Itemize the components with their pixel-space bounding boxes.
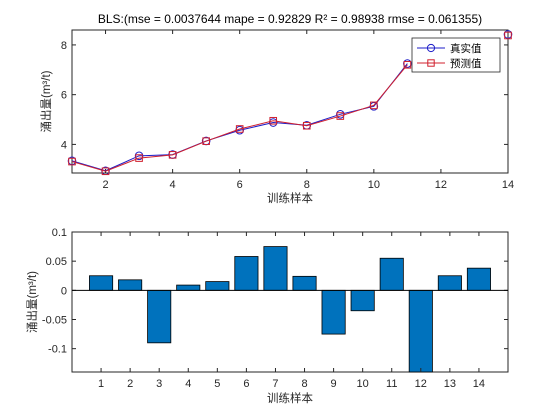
data-point	[134, 151, 144, 161]
data-point	[235, 125, 244, 133]
y-tick-label: 4	[61, 139, 67, 151]
data-point	[370, 101, 378, 110]
bar	[292, 275, 317, 291]
y-tick-label: 0	[61, 285, 67, 297]
y-tick-label: 0.1	[52, 227, 67, 239]
x-tick-label: 9	[331, 378, 337, 390]
x-tick-label: 1	[98, 378, 104, 390]
bar	[379, 257, 404, 291]
bar	[205, 281, 230, 291]
x-tick-label: 3	[156, 378, 162, 390]
bar	[350, 289, 375, 312]
data-point	[269, 116, 278, 125]
x-tick-label: 8	[304, 179, 310, 191]
plot-area	[71, 231, 509, 373]
legend-box	[411, 37, 501, 73]
series-line	[71, 63, 408, 172]
data-point	[135, 154, 143, 162]
x-tick-label: 14	[502, 179, 514, 191]
y-axis-label: 涌出量(m³/t)	[39, 70, 53, 132]
legend-marker	[426, 43, 436, 53]
bar	[263, 246, 288, 291]
x-tick-label: 14	[473, 378, 485, 390]
x-tick-label: 4	[170, 179, 176, 191]
y-tick-label: 6	[61, 90, 67, 102]
series-predicted	[68, 31, 512, 176]
bar	[466, 267, 491, 291]
x-tick-label: 6	[243, 378, 249, 390]
y-tick-label: 8	[61, 40, 67, 52]
x-tick-label: 10	[357, 378, 369, 390]
bar	[176, 284, 201, 291]
legend-label: 真实值	[450, 42, 482, 55]
bar	[147, 289, 172, 344]
data-point	[403, 61, 412, 69]
legend-label: 预测值	[450, 57, 482, 70]
x-tick-label: 8	[301, 378, 307, 390]
y-tick-label: -0.05	[42, 315, 67, 327]
series-line	[71, 64, 408, 172]
y-tick-label: -0.1	[48, 344, 67, 356]
x-tick-label: 12	[435, 179, 447, 191]
bar	[437, 275, 462, 291]
bar	[118, 279, 143, 291]
data-point	[336, 112, 345, 120]
x-tick-label: 5	[214, 378, 220, 390]
bar	[321, 289, 346, 335]
data-point	[168, 151, 177, 159]
data-point	[302, 121, 311, 130]
bar	[89, 275, 114, 291]
legend-marker	[427, 59, 435, 67]
x-axis-label: 训练样本	[267, 191, 313, 205]
x-tick-label: 2	[127, 378, 133, 390]
x-tick-label: 6	[237, 179, 243, 191]
data-point	[202, 137, 210, 145]
y-axis-label: 涌出量(m³/t)	[25, 271, 39, 333]
x-tick-label: 7	[272, 378, 278, 390]
x-tick-label: 2	[102, 179, 108, 191]
data-point	[504, 31, 512, 40]
bar	[234, 256, 259, 291]
x-tick-label: 10	[368, 179, 380, 191]
data-point	[101, 167, 110, 176]
x-tick-label: 13	[444, 378, 456, 390]
bar	[408, 289, 433, 373]
x-tick-label: 4	[185, 378, 191, 390]
y-tick-label: 0.05	[46, 256, 67, 268]
chart-title: BLS:(mse = 0.0037644 mape = 0.92829 R² =…	[98, 12, 482, 26]
x-tick-label: 11	[386, 378, 397, 390]
data-point	[68, 157, 76, 166]
x-tick-label: 12	[415, 378, 427, 390]
x-axis-label: 训练样本	[267, 391, 313, 405]
